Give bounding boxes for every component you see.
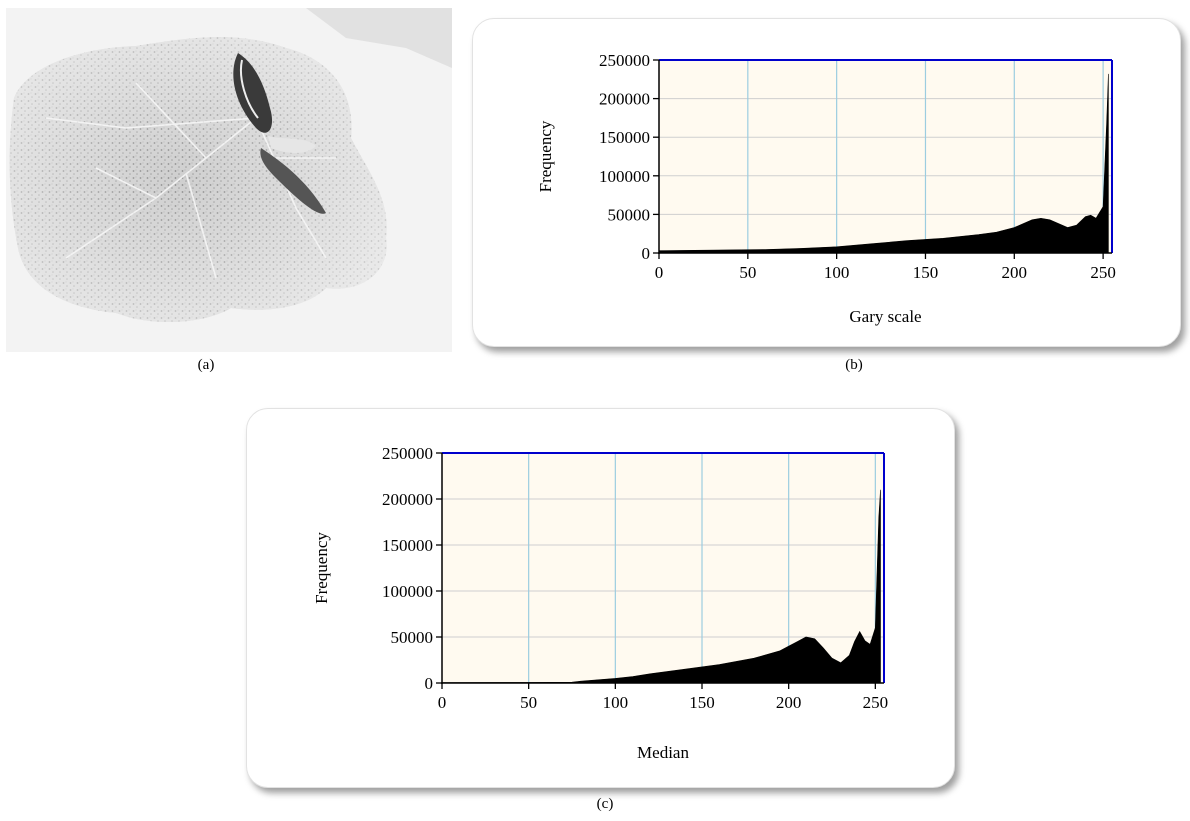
y-axis-label: Frequency	[536, 120, 555, 192]
caption-c: (c)	[596, 796, 614, 812]
x-axis-label: Median	[637, 743, 689, 762]
y-tick-label: 150000	[382, 536, 433, 555]
x-tick-label: 0	[655, 263, 664, 282]
caption-a: (a)	[197, 357, 215, 373]
y-tick-label: 200000	[382, 490, 433, 509]
leaf-photo-drawing	[6, 8, 452, 352]
y-axis-label: Frequency	[312, 532, 331, 604]
caption-b: (b)	[845, 357, 863, 373]
x-tick-label: 50	[739, 263, 756, 282]
y-tick-label: 100000	[599, 167, 650, 186]
y-tick-label: 100000	[382, 582, 433, 601]
x-tick-label: 50	[520, 693, 537, 712]
y-tick-label: 250000	[599, 51, 650, 70]
y-tick-label: 250000	[382, 444, 433, 463]
x-tick-label: 0	[438, 693, 447, 712]
histogram-area	[441, 489, 881, 684]
x-tick-label: 150	[913, 263, 939, 282]
x-axis-label: Gary scale	[849, 307, 921, 326]
y-tick-label: 50000	[391, 628, 434, 647]
x-tick-label: 250	[863, 693, 889, 712]
x-tick-label: 200	[776, 693, 802, 712]
x-tick-label: 100	[603, 693, 629, 712]
y-tick-label: 200000	[599, 90, 650, 109]
histogram-area	[658, 73, 1109, 254]
x-tick-label: 150	[689, 693, 715, 712]
y-tick-label: 150000	[599, 128, 650, 147]
y-tick-label: 0	[425, 674, 434, 693]
histogram-chart-c: 0 50000 100000 150000 200000 250000 0 50 100 150 2…	[312, 444, 889, 762]
x-tick-label: 250	[1090, 263, 1116, 282]
histogram-panel-b: 0 50000 100000 150000 200000 250000 0 50 100 150 2…	[472, 18, 1181, 347]
histogram-panel-c: 0 50000 100000 150000 200000 250000 0 50 100 150 2…	[246, 408, 955, 788]
histogram-chart-b: 0 50000 100000 150000 200000 250000 0 50 100 150 2…	[536, 51, 1116, 326]
y-tick-label: 0	[642, 244, 651, 263]
x-tick-label: 200	[1002, 263, 1028, 282]
leaf-photo	[6, 8, 452, 352]
x-tick-label: 100	[824, 263, 850, 282]
y-tick-label: 50000	[608, 205, 651, 224]
